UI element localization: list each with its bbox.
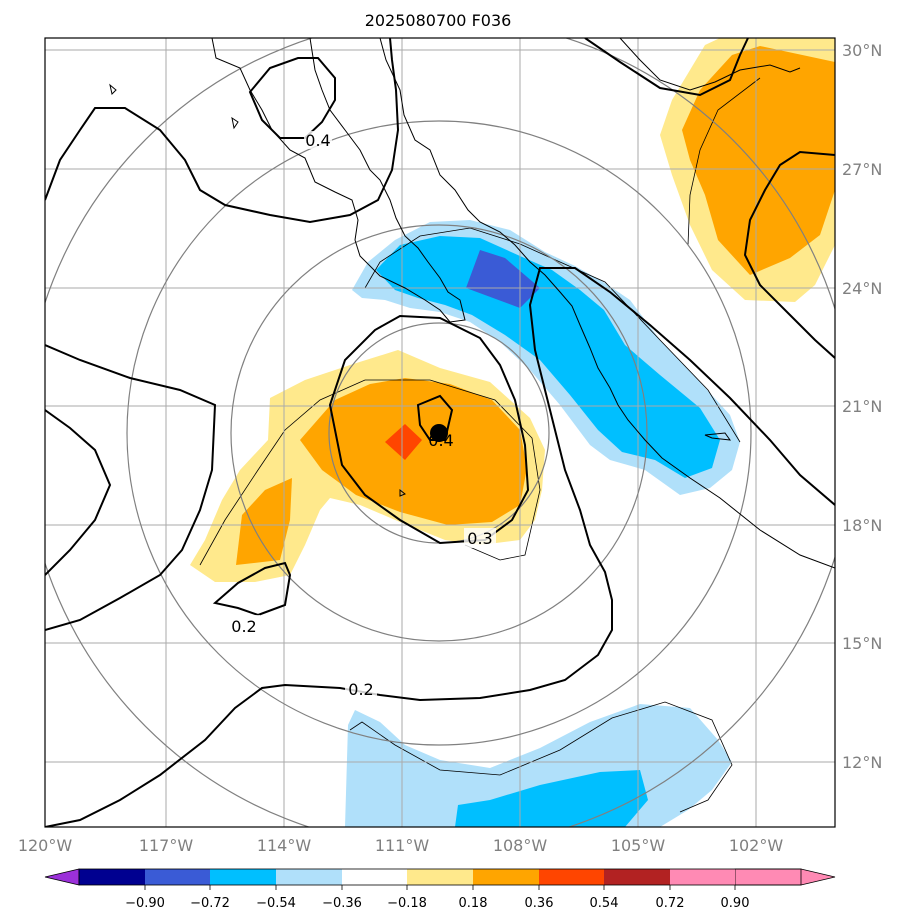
contour-label: 0.2 (348, 680, 373, 699)
pos-mid-region-center (300, 378, 527, 525)
lat-label: 30°N (842, 41, 882, 60)
contour-0.3-center (328, 314, 530, 545)
colorbar-tick-label: −0.90 (125, 896, 165, 911)
lat-label: 24°N (842, 279, 882, 298)
lon-label: 108°W (493, 836, 548, 855)
neg-dark-region (466, 250, 540, 308)
storm-center-marker (430, 424, 448, 442)
colorbar-segment (604, 869, 670, 885)
mainland-west-coast (379, 38, 835, 569)
range-rings (45, 38, 835, 827)
colorbar-segment (539, 869, 604, 885)
map-content: 0.4 0.4 0.3 0.2 0.2 (45, 38, 835, 827)
bold-contours (45, 38, 835, 827)
colorbar-segment (670, 869, 735, 885)
colorbar-extend-min (44, 868, 80, 886)
neg-mid-region-north (376, 236, 720, 478)
coastlines (109, 38, 835, 569)
small-island-3 (399, 488, 406, 497)
colorbar-segment (145, 869, 210, 885)
contour-label: 0.2 (231, 617, 256, 636)
colorbar-tick-label: 0.54 (590, 896, 619, 911)
northeast-coast (619, 38, 801, 91)
lon-label: 111°W (375, 836, 430, 855)
map-frame (44, 37, 836, 828)
contour-label: 0.3 (467, 529, 492, 548)
baja-california-coast (211, 38, 466, 323)
colorbar-tick-label: 0.90 (721, 896, 750, 911)
lat-label: 18°N (842, 516, 882, 535)
lon-label: 102°W (729, 836, 784, 855)
colorbar-outline (78, 868, 802, 886)
colorbar-segment (473, 869, 539, 885)
graticule (45, 38, 835, 827)
contour-label-halos (228, 131, 496, 698)
colorbar-tick-label: 0.72 (656, 896, 685, 911)
neg-mid-region-south (455, 770, 648, 827)
colorbar-segment (407, 869, 473, 885)
lat-label: 27°N (842, 160, 882, 179)
colorbar-tick-label: 0.18 (459, 896, 488, 911)
negative-shading (345, 220, 740, 827)
colorbar-tick-label: −0.54 (256, 896, 296, 911)
colorbar-segment (342, 869, 407, 885)
lon-label: 117°W (139, 836, 194, 855)
lon-label: 114°W (257, 836, 312, 855)
lat-label: 15°N (842, 634, 882, 653)
contour-0.2-south (45, 267, 835, 827)
colorbar-segment (79, 869, 145, 885)
contour-0.2-big (45, 344, 217, 631)
pos-mid-region-west (236, 478, 292, 565)
contour-0.2-northeast (584, 38, 749, 97)
colorbar-tick-label: −0.36 (322, 896, 362, 911)
longitude-labels: 120°W 117°W 114°W 111°W 108°W 105°W 102°… (18, 836, 784, 855)
contour-0.3-northeast (743, 150, 835, 359)
contour-0.4-north (248, 57, 336, 139)
contour-0.2-west-blob (212, 561, 292, 617)
colorbar-tick-label: −0.72 (190, 896, 230, 911)
contour-label: 0.4 (305, 131, 330, 150)
colorbar-extend-max (734, 868, 836, 886)
lat-label: 21°N (842, 397, 882, 416)
figure-title: 2025080700 F036 (365, 11, 512, 30)
pos-mid-region-northeast (682, 46, 835, 275)
contour-0.4-center (416, 394, 454, 441)
small-island (109, 83, 117, 95)
contour-0.2-top (45, 38, 400, 224)
colorbar-tick-label: −0.18 (387, 896, 427, 911)
lat-label: 12°N (842, 753, 882, 772)
pos-dark-region (385, 424, 422, 460)
positive-shading (190, 38, 835, 582)
colorbar: −0.90 −0.72 −0.54 −0.36 −0.18 0.18 0.36 … (44, 868, 836, 911)
contour-0.2-far-west (45, 409, 112, 576)
latitude-labels: 30°N 27°N 24°N 21°N 18°N 15°N 12°N (842, 41, 882, 772)
small-island-2 (231, 116, 239, 130)
colorbar-ticks (144, 885, 736, 890)
islands-east (704, 432, 732, 441)
colorbar-segment (276, 869, 342, 885)
lon-label: 105°W (611, 836, 666, 855)
colorbar-tick-label: 0.36 (525, 896, 554, 911)
lon-label: 120°W (18, 836, 73, 855)
colorbar-segment (210, 869, 276, 885)
